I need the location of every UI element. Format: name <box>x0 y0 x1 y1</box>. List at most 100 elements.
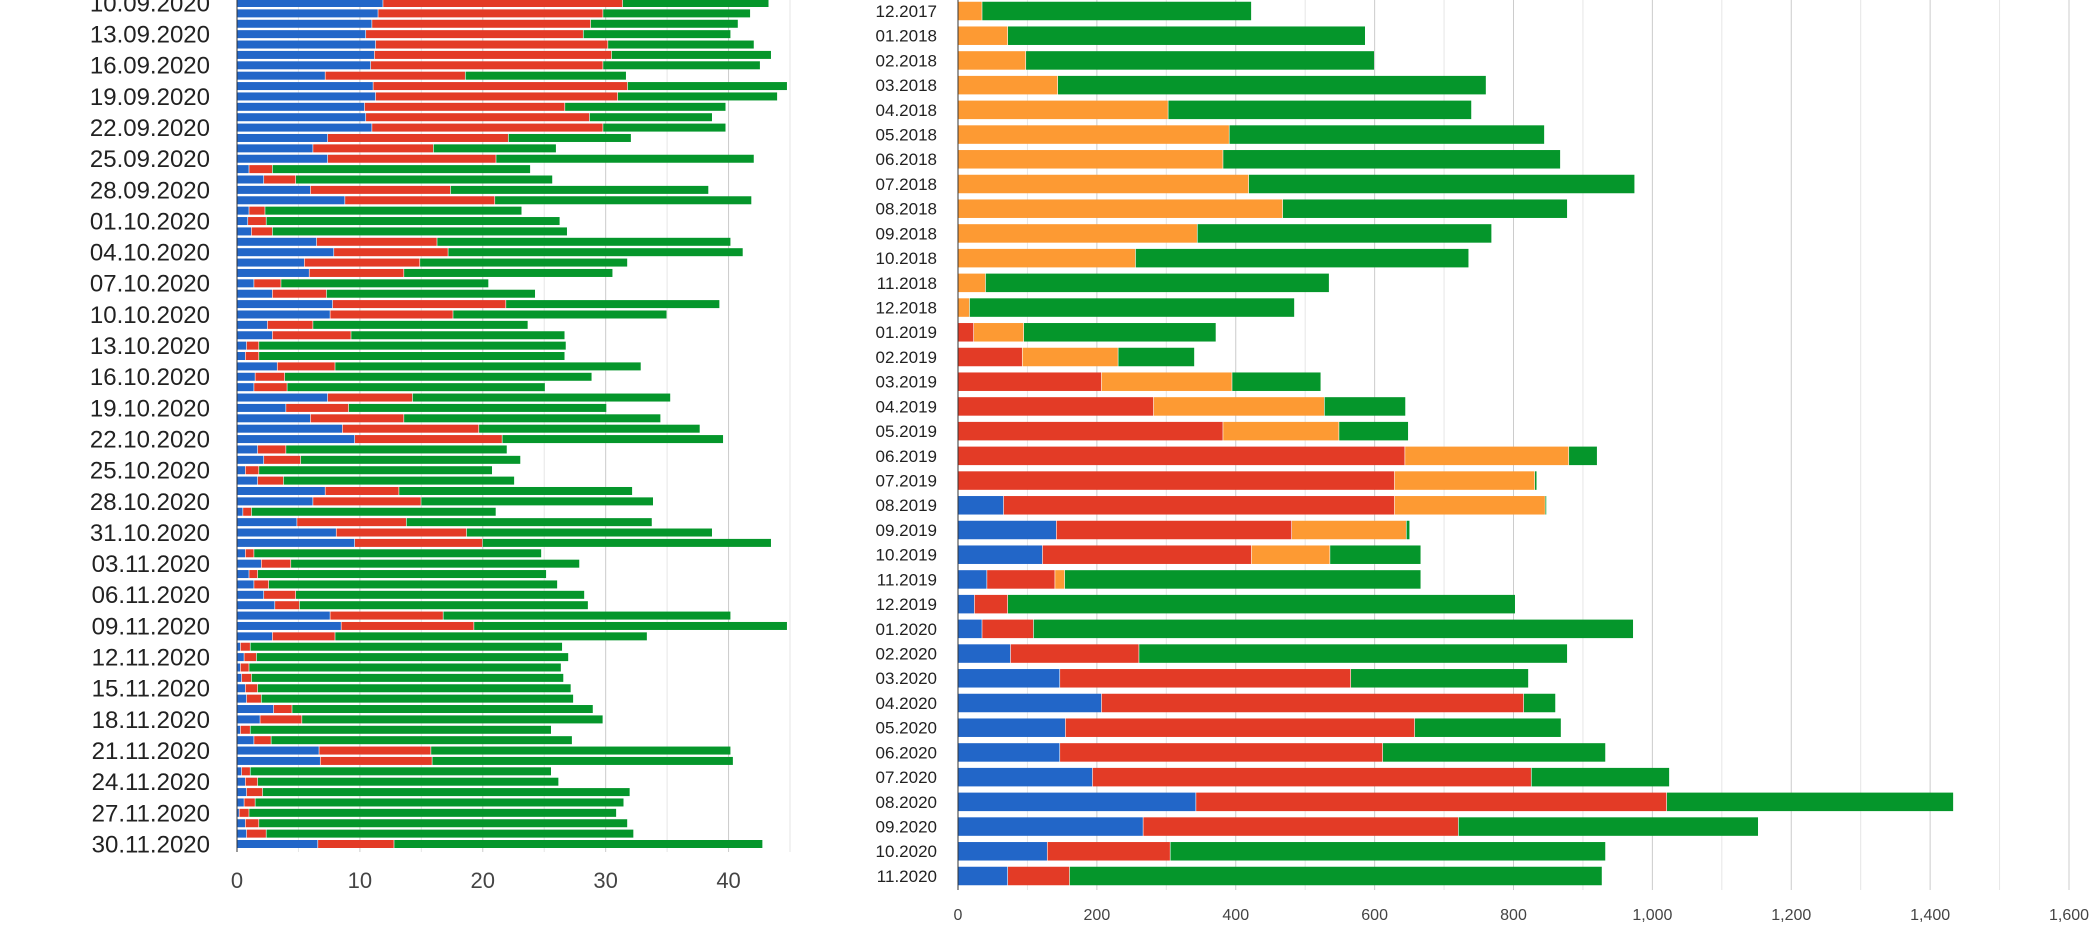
bar-segment-blue <box>237 486 325 495</box>
bar-segment-orange <box>958 125 1229 144</box>
category-label: 01.2018 <box>876 27 937 46</box>
bar-segment-blue <box>237 362 277 371</box>
bar-segment-blue <box>958 767 1093 787</box>
bar-segment-red <box>246 829 266 838</box>
bar-segment-green <box>284 372 592 381</box>
bar-segment-blue <box>237 289 273 298</box>
bar-segment-green <box>603 9 751 18</box>
bar-segment-blue <box>237 663 241 672</box>
bar-segment-orange <box>958 100 1168 120</box>
bar-segment-red <box>372 19 591 28</box>
bar-segment-green <box>404 414 661 423</box>
bar-segment-green <box>250 642 563 651</box>
bar-segment-green <box>1414 718 1561 737</box>
bar-segment-blue <box>237 320 268 329</box>
bar-segment-green <box>265 206 522 215</box>
bar-segment-blue <box>237 393 328 402</box>
bar-segment-red <box>246 788 263 797</box>
bar-segment-red <box>374 50 612 59</box>
bar-segment-blue <box>237 653 244 662</box>
bar-segment-red <box>1003 496 1395 515</box>
bar-segment-green <box>565 102 726 111</box>
bar-segment-blue <box>237 237 317 246</box>
bar-segment-orange <box>1055 570 1065 589</box>
category-label: 27.11.2020 <box>92 800 210 827</box>
bar-segment-red <box>974 594 1008 614</box>
bar-segment-green <box>450 185 709 194</box>
bar-segment-red <box>260 715 302 724</box>
bar-segment-red <box>987 570 1055 589</box>
bar-segment-green <box>1057 75 1486 95</box>
bar-segment-red <box>275 601 300 610</box>
category-label: 12.2019 <box>876 595 937 614</box>
bar-segment-red <box>334 248 448 257</box>
bar-segment-blue <box>237 642 241 651</box>
bar-segment-blue <box>237 777 246 786</box>
bar-segment-green <box>399 486 633 495</box>
bar-segment-green <box>443 611 731 620</box>
bar-segment-green <box>299 601 588 610</box>
bar-segment-red <box>243 507 252 516</box>
bar-segment-green <box>437 237 731 246</box>
bar-segment-red <box>240 725 250 734</box>
category-label: 04.2019 <box>876 397 937 416</box>
category-label: 10.2019 <box>876 546 937 565</box>
bar-segment-red <box>373 82 628 91</box>
daily-stacked-bar-chart: 10.09.2020 13.09.2020 16.09.2020 19.09.2020… <box>90 0 791 893</box>
bar-segment-green <box>421 497 653 506</box>
x-tick-label: 1,400 <box>1910 907 1950 924</box>
bar-segment-red <box>313 144 434 153</box>
category-label: 13.09.2020 <box>90 22 210 49</box>
bar-segment-green <box>1523 693 1556 713</box>
bar-segment-green <box>313 320 528 329</box>
bar-segment-blue <box>237 673 242 682</box>
bar-segment-green <box>1330 545 1421 564</box>
bar-segment-green <box>474 621 787 630</box>
bar-segment-red <box>310 185 451 194</box>
bar-segment-red <box>332 300 506 309</box>
category-label: 05.2018 <box>876 126 937 145</box>
bar-segment-green <box>1170 842 1606 861</box>
bar-segment-red <box>1196 792 1667 812</box>
bar-segment-green <box>448 248 743 257</box>
bar-segment-green <box>259 466 493 475</box>
bar-segment-blue <box>237 725 241 734</box>
bar-segment-blue <box>237 528 336 537</box>
bar-segment-red <box>958 397 1154 416</box>
category-label: 06.2018 <box>876 150 937 169</box>
bar-segment-red <box>1042 545 1252 564</box>
bar-segment-red <box>327 133 508 142</box>
category-label: 25.09.2020 <box>90 146 210 173</box>
category-label: 01.2019 <box>876 323 937 342</box>
bar-segment-green <box>254 549 542 558</box>
bar-segment-orange <box>1223 421 1339 441</box>
bar-segment-blue <box>237 684 246 693</box>
bar-segment-red <box>364 102 565 111</box>
bar-segment-blue <box>237 123 372 132</box>
bar-segment-green <box>262 788 630 797</box>
bar-segment-red <box>1101 693 1524 713</box>
bar-segment-red <box>375 40 608 49</box>
category-label: 15.11.2020 <box>92 676 210 703</box>
bar-segment-green <box>251 507 496 516</box>
bar-segment-red <box>249 165 273 174</box>
bar-segment-blue <box>237 580 254 589</box>
bar-segment-red <box>1060 743 1383 762</box>
bar-segment-blue <box>237 144 313 153</box>
bar-segment-blue <box>237 611 330 620</box>
category-label: 09.2020 <box>876 818 937 837</box>
x-tick-label: 40 <box>716 868 740 893</box>
bar-segment-blue <box>237 19 372 28</box>
bar-segment-green <box>257 777 559 786</box>
bar-segment-green <box>583 30 731 39</box>
bar-segment-red <box>304 258 420 267</box>
bar-segment-green <box>412 393 671 402</box>
bar-segment-green <box>420 258 628 267</box>
bar-segment-green <box>985 273 1329 293</box>
bar-segment-orange <box>1405 446 1569 466</box>
bar-segment-green <box>266 829 634 838</box>
bar-segment-blue <box>237 9 378 18</box>
bar-segment-green <box>589 113 712 122</box>
bar-segment-red <box>261 559 291 568</box>
